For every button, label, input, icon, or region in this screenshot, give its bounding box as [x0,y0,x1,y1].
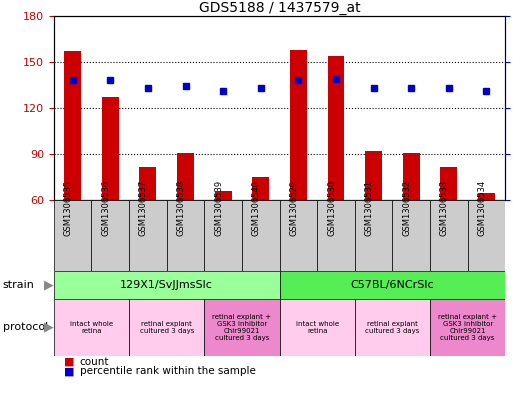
Text: GSM1306533: GSM1306533 [440,179,449,236]
Text: protocol: protocol [3,322,48,332]
Text: retinal explant +
GSK3 inhibitor
Chir99021
cultured 3 days: retinal explant + GSK3 inhibitor Chir990… [212,314,271,341]
Bar [64,51,81,200]
Bar [290,50,307,200]
Bar [242,200,280,271]
Text: GSM1306539: GSM1306539 [214,180,223,235]
Bar [204,299,280,356]
Text: GSM1306535: GSM1306535 [64,180,73,235]
Text: 129X1/SvJJmsSlc: 129X1/SvJJmsSlc [120,280,213,290]
Text: ▶: ▶ [44,321,53,334]
Bar [204,200,242,271]
Bar [430,200,468,271]
Bar [327,56,344,200]
Text: GSM1306529: GSM1306529 [289,180,299,235]
Bar [392,200,430,271]
Bar [280,200,317,271]
Bar [129,200,167,271]
Text: strain: strain [3,280,34,290]
Bar [54,271,280,299]
Text: intact whole
retina: intact whole retina [295,321,339,334]
Bar [129,299,204,356]
Text: retinal explant +
GSK3 inhibitor
Chir99021
cultured 3 days: retinal explant + GSK3 inhibitor Chir990… [438,314,497,341]
Bar [140,167,156,200]
Bar [355,299,430,356]
Bar [317,200,355,271]
Bar [468,200,505,271]
Bar [403,153,420,200]
Bar [355,200,392,271]
Bar [280,271,505,299]
Bar [54,299,129,356]
Text: intact whole
retina: intact whole retina [70,321,113,334]
Bar [430,299,505,356]
Text: count: count [80,356,109,367]
Bar [365,151,382,200]
Bar [252,177,269,200]
Bar [478,193,495,200]
Text: GSM1306534: GSM1306534 [478,180,486,235]
Text: percentile rank within the sample: percentile rank within the sample [80,366,255,376]
Bar [54,200,91,271]
Text: GSM1306540: GSM1306540 [252,180,261,235]
Bar [440,167,457,200]
Title: GDS5188 / 1437579_at: GDS5188 / 1437579_at [199,1,361,15]
Bar [280,299,355,356]
Bar [177,153,194,200]
Text: retinal explant
cultured 3 days: retinal explant cultured 3 days [365,321,420,334]
Text: retinal explant
cultured 3 days: retinal explant cultured 3 days [140,321,194,334]
Text: GSM1306530: GSM1306530 [327,180,336,235]
Text: ■: ■ [64,356,74,367]
Bar [214,191,231,200]
Text: GSM1306537: GSM1306537 [139,179,148,236]
Text: GSM1306536: GSM1306536 [101,179,110,236]
Bar [102,97,119,200]
Text: GSM1306532: GSM1306532 [402,180,411,235]
Text: ▶: ▶ [44,278,53,292]
Bar [167,200,204,271]
Text: GSM1306531: GSM1306531 [365,180,373,235]
Bar [91,200,129,271]
Text: GSM1306538: GSM1306538 [176,179,186,236]
Text: C57BL/6NCrSlc: C57BL/6NCrSlc [350,280,435,290]
Text: ■: ■ [64,366,74,376]
